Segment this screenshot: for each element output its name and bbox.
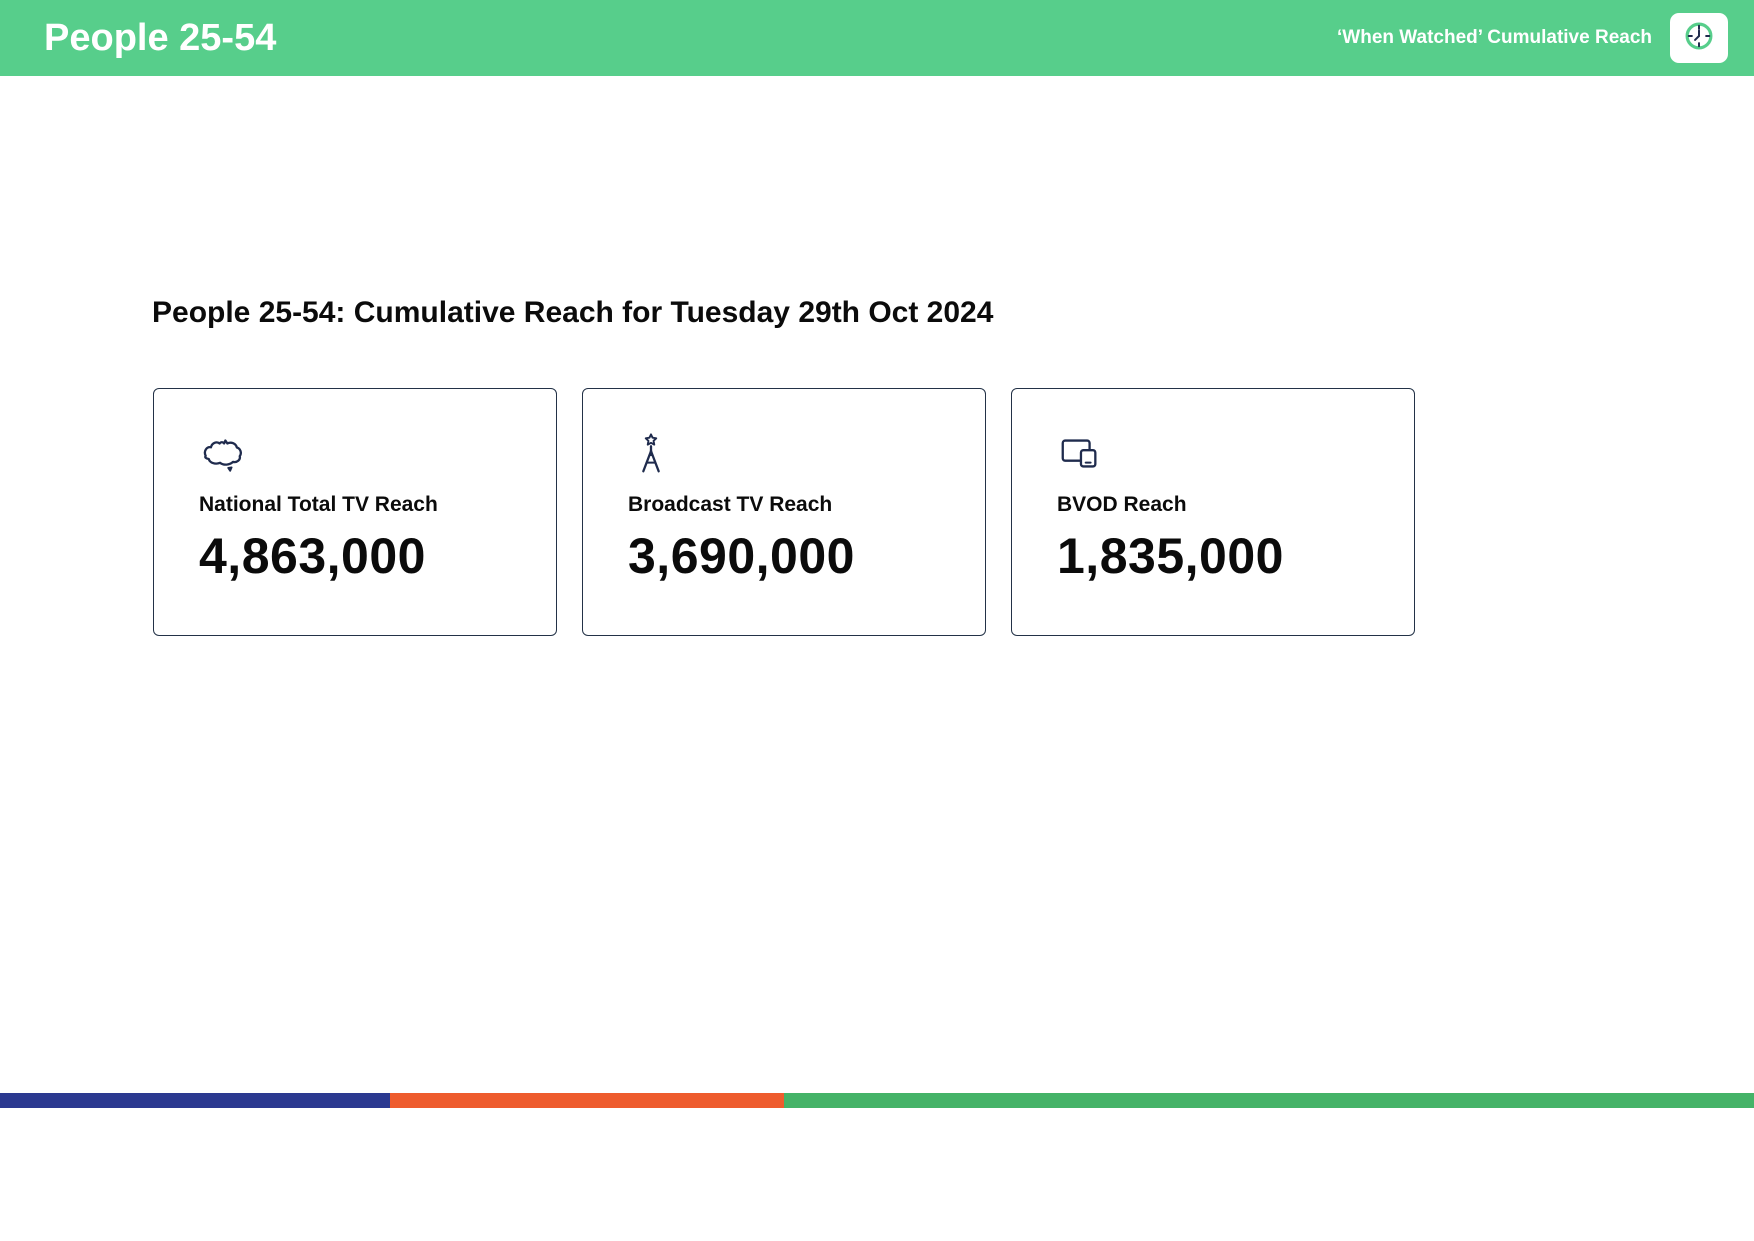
header-subtitle: ‘When Watched’ Cumulative Reach xyxy=(1337,27,1652,48)
metric-label: BVOD Reach xyxy=(1057,493,1187,516)
footer-color-bar xyxy=(0,1093,1754,1108)
australia-map-icon xyxy=(199,431,520,477)
clock-logo xyxy=(1670,13,1728,63)
footer-segment-navy xyxy=(0,1093,390,1108)
metric-label: National Total TV Reach xyxy=(199,493,438,516)
section-heading: People 25-54: Cumulative Reach for Tuesd… xyxy=(152,296,994,329)
metric-value: 4,863,000 xyxy=(199,528,426,584)
header-right: ‘When Watched’ Cumulative Reach xyxy=(1337,13,1728,63)
footer-segment-orange xyxy=(390,1093,784,1108)
page-title: People 25-54 xyxy=(44,17,277,59)
metric-card-broadcast-tv: Broadcast TV Reach 3,690,000 xyxy=(582,388,986,636)
devices-icon xyxy=(1057,431,1378,477)
header-bar: People 25-54 ‘When Watched’ Cumulative R… xyxy=(0,0,1754,76)
footer-segment-green xyxy=(784,1093,1754,1108)
metric-label: Broadcast TV Reach xyxy=(628,493,833,516)
metric-card-bvod: BVOD Reach 1,835,000 xyxy=(1011,388,1415,636)
metric-value: 1,835,000 xyxy=(1057,528,1284,584)
metric-card-national-total-tv: National Total TV Reach 4,863,000 xyxy=(153,388,557,636)
broadcast-tower-icon xyxy=(628,431,949,477)
metric-value: 3,690,000 xyxy=(628,528,855,584)
clock-icon xyxy=(1680,17,1718,60)
